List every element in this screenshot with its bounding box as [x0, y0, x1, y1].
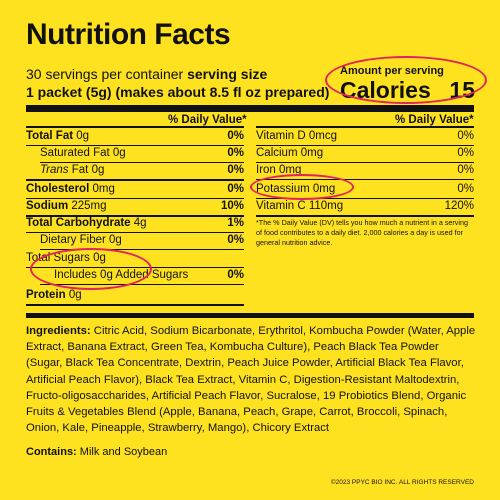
row-divider [256, 198, 474, 199]
vitamin-amount: 0mg [279, 164, 302, 176]
nutrient-label: Cholesterol [26, 183, 90, 195]
nutrient-amount: 225mg [71, 200, 107, 212]
vitamin-row: Vitamin D 0mcg [256, 130, 337, 142]
sugars-annotation-circle [30, 248, 152, 290]
vitamin-row: Calcium 0mg [256, 147, 323, 159]
vitamin-row: Iron 0mg [256, 164, 301, 176]
nutrient-dv: 0% [227, 269, 244, 281]
row-divider [40, 249, 244, 250]
row-divider [40, 162, 244, 163]
nutrient-label: Dietary Fiber [40, 234, 106, 246]
row-divider [26, 232, 244, 233]
nutrient-amount: 0g [68, 289, 82, 301]
contains-label: Contains: [26, 446, 77, 458]
row-divider [26, 145, 244, 146]
vitamin-label: Vitamin D [256, 130, 306, 142]
vitamin-dv: 0% [457, 183, 474, 195]
nutrient-amount: 0g [91, 164, 105, 176]
nutrient-label: Total Fat [26, 130, 74, 142]
ingredients-label: Ingredients: [26, 325, 91, 337]
vitamin-row: Vitamin C 110mg [256, 200, 343, 212]
nutrient-amount: 0g [112, 147, 126, 159]
nutrient-label-suffix: Fat [71, 164, 89, 176]
nutrient-row-left: Saturated Fat 0g [40, 147, 126, 159]
serving-size-value: 1 packet (5g) (makes about 8.5 fl oz pre… [26, 84, 330, 100]
ingredients-text: Citric Acid, Sodium Bicarbonate, Erythri… [26, 325, 476, 435]
nutrient-row-left: Sodium 225mg [26, 200, 107, 212]
dv-header-right: % Daily Value* [395, 114, 474, 126]
vitamin-dv: 120% [444, 200, 474, 212]
vitamin-label: Vitamin C [256, 200, 306, 212]
contains-text: Milk and Soybean [79, 446, 168, 458]
nutrient-dv: 10% [220, 200, 244, 212]
nutrient-row-left: Protein 0g [26, 289, 82, 301]
row-divider [256, 179, 474, 180]
nutrient-row-left: Total Fat 0g [26, 130, 89, 142]
row-divider [26, 304, 244, 306]
row-divider [256, 145, 474, 146]
row-divider [26, 215, 244, 217]
vitamin-dv: 0% [457, 130, 474, 142]
ingredients-block: Ingredients: Citric Acid, Sodium Bicarbo… [26, 323, 476, 436]
nutrient-dv: 1% [227, 217, 244, 229]
vitamin-amount: 0mg [300, 147, 324, 159]
row-divider [256, 162, 474, 163]
nutrient-amount: 0mg [92, 183, 115, 195]
nutrient-dv: 0% [227, 164, 244, 176]
vitamin-dv: 0% [457, 164, 474, 176]
nutrient-dv: 0% [227, 130, 244, 142]
allergen-statement: Contains: Milk and Soybean [26, 446, 167, 458]
nutrient-amount: 0g [109, 234, 122, 246]
top-thick-rule [26, 105, 474, 112]
servings-per-container: 30 servings per container serving size [26, 66, 267, 82]
serving-size-label: serving size [187, 66, 268, 82]
nutrient-label: Saturated Fat [40, 147, 110, 159]
header-rule-left [26, 126, 244, 128]
row-divider [40, 284, 244, 285]
vitamin-amount: 110mg [308, 200, 344, 212]
row-divider [26, 198, 244, 199]
nutrient-amount: 0g [76, 130, 90, 142]
vitamin-amount: 0mcg [308, 130, 337, 142]
daily-value-footnote: *The % Daily Value (DV) tells you how mu… [256, 218, 468, 247]
vitamin-dv: 0% [457, 147, 474, 159]
nutrient-label: Protein [26, 289, 66, 301]
nutrient-dv: 0% [227, 234, 244, 246]
nutrient-amount: 4g [133, 217, 147, 229]
vitamin-label: Iron [256, 164, 276, 176]
panel-title: Nutrition Facts [26, 18, 231, 51]
dv-header-left: % Daily Value* [168, 114, 247, 126]
calories-annotation-circle [325, 56, 487, 104]
nutrient-label: Total Carbohydrate [26, 217, 131, 229]
row-divider [256, 215, 474, 217]
potassium-annotation-circle [250, 174, 354, 200]
nutrient-row-left: Dietary Fiber 0g [40, 234, 122, 246]
copyright: ©2023 PPYC BIO INC. ALL RIGHTS RESERVED [330, 479, 474, 486]
nutrient-dv: 0% [227, 147, 244, 159]
nutrient-dv: 0% [227, 183, 244, 195]
nutrient-label: Trans [40, 164, 69, 176]
servings-text: 30 servings per container [26, 66, 184, 82]
vitamin-label: Calcium [256, 147, 298, 159]
row-divider [26, 179, 244, 181]
nutrient-row-left: Trans Fat 0g [40, 164, 104, 176]
header-rule-right [256, 126, 474, 128]
bottom-thick-rule [26, 313, 474, 318]
nutrient-row-left: Total Carbohydrate 4g [26, 217, 147, 229]
nutrient-row-left: Cholesterol 0mg [26, 183, 115, 195]
nutrient-label: Sodium [26, 200, 69, 212]
